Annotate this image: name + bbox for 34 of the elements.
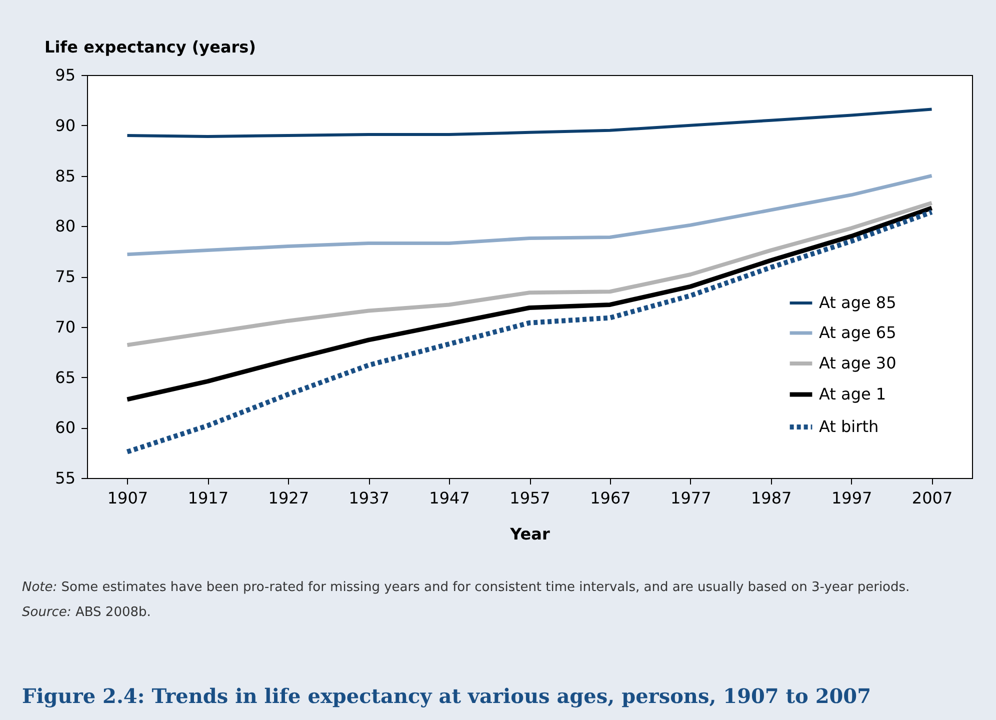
x-tick-label: 1987	[751, 488, 792, 508]
x-tick-label: 1957	[510, 488, 550, 508]
x-tick-label: 1967	[590, 488, 631, 508]
x-tick-label: 1977	[670, 488, 712, 508]
y-tick-label: 90	[55, 116, 76, 135]
text: Figure 2.4: Trends in life expectancy at various ages, persons, 1907 to 2007	[22, 684, 871, 708]
legend-label: At age 30	[819, 354, 896, 372]
legend-label: At age 1	[819, 384, 886, 404]
y-tick-label: 65	[55, 368, 76, 387]
y-tick-label: 95	[55, 66, 76, 84]
legend-label: At age 85	[819, 293, 896, 312]
x-tick-label: 2007	[912, 488, 953, 508]
y-tick-label: 75	[55, 267, 76, 286]
y-tick-label: 80	[55, 216, 76, 236]
x-tick-label: 1937	[348, 488, 390, 508]
y-tick-label: 55	[55, 468, 76, 488]
line-series	[126, 108, 934, 138]
legend-label: At age 65	[819, 323, 896, 342]
line-series	[125, 200, 934, 348]
text: Note: Some estimates have been pro-rated for missing years and for consistent time intervals, and are usually based on 3-year periods.	[22, 579, 911, 597]
legend-label: At birth	[819, 417, 879, 436]
y-axis-title: Life expectancy (years)	[44, 38, 256, 56]
y-tick-label: 70	[55, 317, 76, 336]
x-tick-label: 1927	[268, 488, 309, 508]
source-note: Source: ABS 2008b.	[22, 604, 152, 622]
line-series	[125, 174, 934, 256]
x-tick-label: 1907	[107, 488, 148, 508]
x-tick-label: 1947	[429, 488, 470, 508]
y-tick-label: 60	[55, 418, 76, 438]
y-tick-label: 85	[55, 166, 76, 186]
line-series	[124, 206, 934, 402]
x-tick-label: 1917	[188, 488, 229, 508]
x-tick-label: 1997	[831, 488, 872, 508]
x-axis-title: Year	[509, 524, 550, 544]
